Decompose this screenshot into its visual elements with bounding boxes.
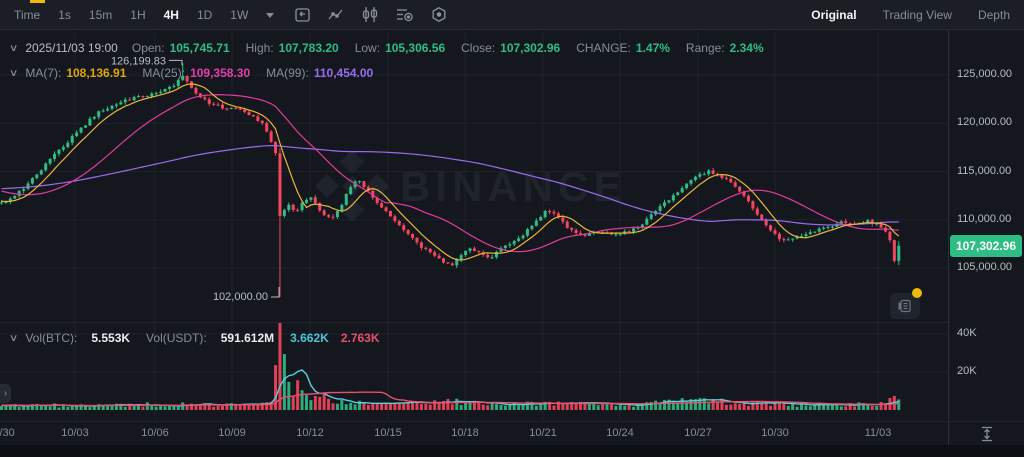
range-value: 2.34% (729, 41, 764, 55)
price-axis[interactable]: 125,000.00 120,000.00 115,000.00 110,000.00… (948, 30, 1024, 421)
ma25-value: 109,358.30 (190, 66, 251, 80)
time-axis-label: 11/03 (864, 427, 892, 439)
close-value: 107,302.96 (500, 41, 561, 55)
price-axis-label: 110,000.00 (957, 212, 1012, 225)
ma7-value: 108,136.91 (66, 66, 127, 80)
price-axis-label: 115,000.00 (957, 164, 1012, 177)
notification-dot (912, 288, 922, 298)
tab-trading-view[interactable]: Trading View (882, 7, 952, 22)
time-axis-label: 10/18 (451, 427, 479, 439)
vol-usdt-value: 591.612M (220, 331, 275, 345)
time-axis-label: 10/15 (374, 427, 402, 439)
time-label: Time (14, 7, 41, 22)
ma-legend-row: ∨ MA(7): 108,136.91 MA(25): 109,358.30 M… (8, 66, 389, 80)
svg-text:102,000.00: 102,000.00 (213, 291, 268, 303)
ma7-line (1, 83, 900, 261)
price-axis-label: 105,000.00 (957, 261, 1013, 273)
tab-original[interactable]: Original (811, 7, 857, 22)
high-label: High: (245, 41, 274, 55)
candle-datetime: 2025/11/03 19:00 (25, 41, 118, 55)
time-axis-label: 10/30 (761, 427, 789, 439)
ma25-label: MA(25): (142, 66, 186, 80)
range-label: Range: (685, 41, 725, 55)
time-axis-label: 10/24 (606, 427, 634, 439)
interval-4h[interactable]: 4H (163, 7, 179, 22)
close-label: Close: (461, 41, 496, 55)
indicators-icon[interactable] (395, 6, 414, 23)
price-axis-label: 125,000.00 (957, 68, 1013, 80)
ma25-line (1, 94, 899, 253)
collapse-main-chevron-icon[interactable]: ∨ (8, 42, 19, 54)
bottom-strip (0, 445, 1024, 457)
vol-usdt-label: Vol(USDT): (146, 331, 207, 345)
low-value: 105,306.56 (385, 41, 446, 55)
time-axis-label: 10/09 (218, 427, 246, 439)
vol-btc-label: Vol(BTC): (25, 331, 78, 345)
interval-1d[interactable]: 1D (196, 7, 213, 22)
chart-toolbar: Time 1s 15m 1H 4H 1D 1W Original Trading… (0, 0, 1024, 30)
candle-style-icon[interactable] (361, 6, 379, 23)
time-axis-label: 09/30 (0, 427, 15, 439)
date-range-icon[interactable] (294, 6, 311, 23)
time-axis-label: 10/12 (296, 427, 324, 439)
interval-15m[interactable]: 15m (88, 7, 113, 22)
interval-dropdown-caret[interactable] (266, 13, 275, 18)
tab-depth[interactable]: Depth (977, 7, 1010, 22)
volume-ma-long-line (1, 391, 899, 407)
price-annotations: 126,199.83 102,000.00 (111, 55, 280, 303)
low-label: Low: (354, 41, 381, 55)
last-price-badge: 107,302.96 (950, 234, 1022, 257)
time-axis-label: 10/03 (61, 427, 89, 439)
volume-axis-label: 20K (957, 365, 977, 377)
collapse-volume-chevron-icon[interactable]: ∨ (8, 332, 19, 344)
ma99-label: MA(99): (266, 66, 309, 80)
price-scale-icon[interactable] (978, 425, 996, 443)
vol-ma-long-value: 2.763K (340, 331, 380, 345)
binance-watermark: BINANCE (315, 150, 626, 222)
news-icon (898, 299, 911, 313)
ohlc-legend-row: ∨ 2025/11/03 19:00 Open: 105,745.71 High… (8, 41, 780, 55)
volume-axis-label: 40K (957, 327, 977, 339)
ma99-value: 110,454.00 (313, 66, 374, 80)
active-tab-indicator (30, 0, 45, 3)
gridlines (0, 31, 948, 420)
svg-text:126,199.83: 126,199.83 (111, 55, 166, 67)
interval-1w[interactable]: 1W (230, 7, 249, 22)
open-value: 105,745.71 (169, 41, 230, 55)
volume-bars (0, 323, 901, 410)
time-axis[interactable]: 09/30 10/03 10/06 10/09 10/12 10/15 10/18 10/21… (0, 421, 948, 445)
vol-btc-value: 5.553K (91, 331, 131, 345)
volume-legend-row: ∨ Vol(BTC): 5.553K Vol(USDT): 591.612M 3… (8, 331, 392, 345)
panel-expander-button[interactable]: › (0, 384, 11, 403)
time-axis-label: 10/21 (529, 427, 557, 439)
high-value: 107,783.20 (278, 41, 339, 55)
axis-corner (948, 421, 1024, 445)
time-axis-label: 10/06 (141, 427, 169, 439)
interval-1h[interactable]: 1H (130, 7, 146, 22)
chart-type-icon[interactable] (327, 6, 345, 23)
collapse-ma-chevron-icon[interactable]: ∨ (8, 67, 19, 79)
time-axis-label: 10/27 (684, 427, 712, 439)
open-label: Open: (131, 41, 165, 55)
price-axis-label: 120,000.00 (957, 116, 1013, 129)
change-value: 1.47% (635, 41, 670, 55)
ma7-label: MA(7): (25, 66, 62, 80)
svg-text:BINANCE: BINANCE (400, 163, 626, 210)
interval-1s[interactable]: 1s (58, 7, 71, 22)
change-label: CHANGE: (576, 41, 631, 55)
ma99-line (1, 144, 899, 226)
volume-ma-short-line (1, 369, 899, 407)
chart-settings-icon[interactable] (430, 6, 448, 23)
vol-ma-short-value: 3.662K (290, 331, 329, 345)
